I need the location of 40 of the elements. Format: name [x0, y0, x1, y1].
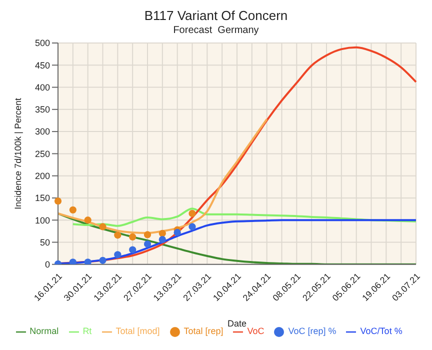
y-tick-label: 200 — [34, 171, 50, 182]
y-tick-label: 350 — [34, 104, 50, 115]
legend-label: Total [rep] — [184, 326, 224, 336]
point — [114, 251, 122, 258]
point — [99, 223, 106, 230]
point — [84, 216, 92, 224]
point — [188, 210, 196, 218]
y-tick-label: 100 — [34, 215, 50, 226]
y-tick-label: 400 — [34, 82, 50, 92]
y-axis-title: Incidence 7d/100k | Percent — [13, 97, 24, 210]
y-tick-label: 250 — [34, 148, 50, 159]
point — [54, 198, 62, 205]
point — [158, 236, 166, 244]
legend-label: Normal — [30, 326, 59, 336]
point — [144, 231, 152, 238]
y-tick-label: 150 — [34, 193, 50, 204]
point — [84, 258, 92, 264]
legend-label: Rt — [82, 326, 92, 336]
point — [188, 223, 196, 230]
y-tick-label: 0 — [44, 260, 50, 270]
legend-label: Total [mod] — [116, 326, 160, 336]
point — [158, 230, 166, 237]
chart-title: B117 Variant Of Concern — [143, 8, 289, 24]
point — [129, 246, 136, 254]
point — [174, 228, 181, 236]
point — [99, 256, 106, 264]
point — [114, 232, 122, 239]
point — [69, 206, 76, 214]
y-tick-label: 500 — [34, 38, 50, 48]
chart-subtitle: Forecast Germany — [172, 24, 260, 37]
point — [129, 233, 136, 240]
legend-label: VoC — [247, 326, 264, 336]
y-tick-label: 300 — [34, 126, 50, 137]
y-tick-label: 450 — [34, 60, 50, 70]
point — [69, 258, 76, 264]
y-tick-label: 50 — [40, 237, 50, 248]
x-axis-title: Date — [227, 318, 247, 328]
point — [144, 240, 152, 248]
legend-label: VoC [rep] % — [288, 326, 336, 336]
legend-label: VoC/Tot % — [360, 326, 402, 336]
